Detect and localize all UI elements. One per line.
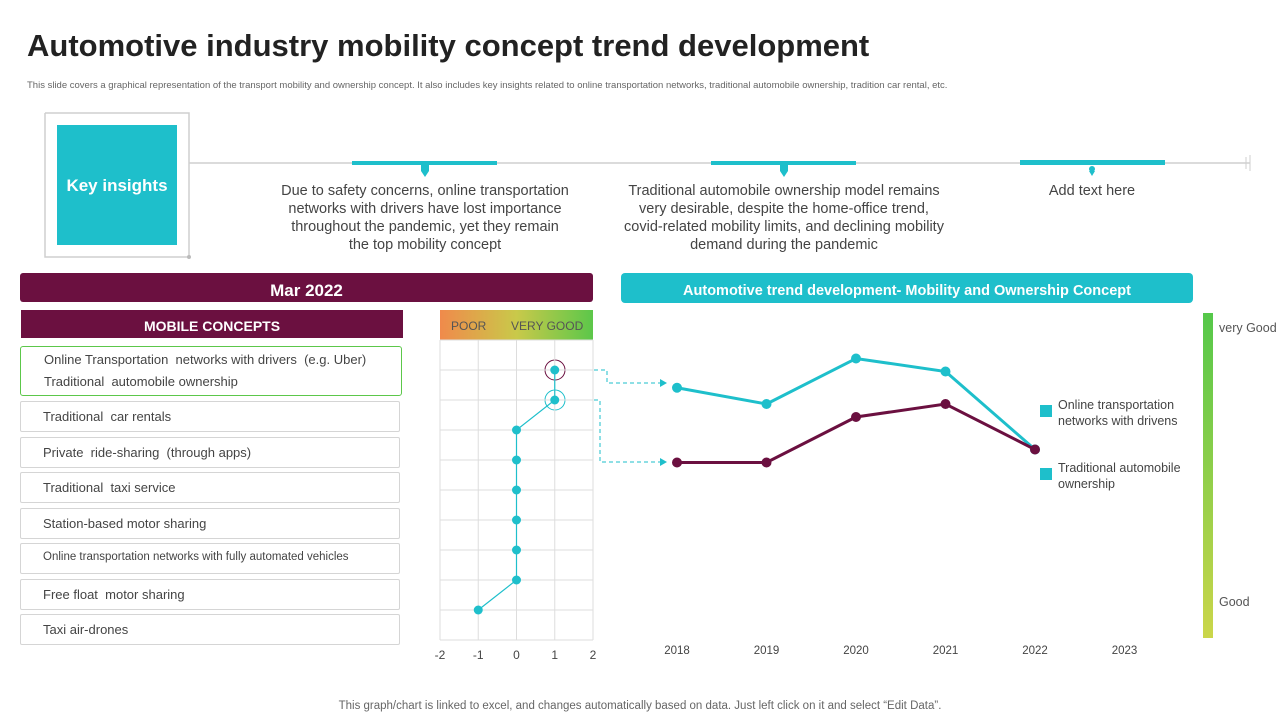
column-label: VERY GOOD	[511, 319, 584, 333]
panel-bar	[20, 273, 593, 302]
insight: Traditional automobile ownership model r…	[624, 183, 944, 253]
timeline-markers	[352, 160, 1165, 177]
x-tick-label: 2023	[1112, 645, 1138, 657]
dot	[512, 455, 521, 465]
concept-box	[20, 578, 400, 610]
x-tick-label: 2019	[754, 645, 780, 657]
connector	[566, 399, 667, 466]
x-tick-label: -1	[473, 648, 484, 662]
concept-label: Private ride-sharing (through apps)	[43, 444, 252, 460]
concept-label: Online transportation networks with full…	[43, 551, 349, 563]
frame-dot	[187, 255, 191, 259]
concept-box	[20, 543, 400, 574]
concept-group	[20, 346, 402, 396]
concept-label: Traditional taxi service	[43, 480, 176, 495]
point	[672, 457, 682, 468]
insight: Due to safety concerns, online transport…	[281, 183, 569, 253]
point	[761, 457, 772, 468]
column-label: POOR	[451, 319, 487, 333]
concept-label: Taxi air-drones	[43, 622, 129, 637]
x-tick-label: 0	[513, 648, 520, 662]
concept-label: Traditional automobile ownership	[44, 374, 238, 389]
x-tick-label: 2018	[664, 645, 690, 657]
chart-title-bar	[621, 273, 1193, 303]
concept-box	[20, 614, 400, 645]
point	[940, 399, 951, 409]
dot	[550, 395, 560, 405]
panel-title: Mar 2022	[270, 281, 343, 300]
point	[1030, 444, 1040, 455]
x-tick-label: 1	[551, 648, 558, 662]
subtitle: This slide covers a graphical representa…	[27, 80, 948, 91]
y-tick-label: very Good	[1219, 320, 1277, 335]
x-tick-label: 2022	[1022, 645, 1048, 657]
x-tick-label: 2	[590, 648, 597, 662]
point	[761, 399, 772, 409]
x-tick-label: -2	[435, 648, 446, 662]
rating-header	[440, 310, 593, 340]
concept-box	[20, 401, 400, 432]
dot	[512, 425, 521, 435]
concepts-header: MOBILE CONCEPTS	[143, 318, 281, 334]
footer: This graph/chart is linked to excel, and…	[338, 700, 942, 712]
concept-box	[20, 507, 400, 539]
point	[851, 412, 861, 422]
legend-label: Online transportation networks with driv…	[1058, 398, 1178, 428]
insight: Add text here	[1048, 183, 1136, 199]
legend-marker	[1040, 405, 1052, 417]
concept-label: Traditional car rentals	[43, 409, 172, 424]
dot	[512, 545, 521, 555]
chart-title: Automotive trend development- Mobility a…	[683, 283, 1131, 299]
x-tick-label: 2021	[933, 645, 959, 657]
x-tick-label: 2020	[843, 645, 869, 657]
dot	[512, 485, 521, 495]
rating-scale	[1203, 313, 1213, 638]
key-insights-label: Key insights	[66, 176, 168, 195]
frame	[44, 112, 190, 258]
dot	[473, 605, 483, 615]
dot	[512, 575, 521, 585]
concept-box	[20, 436, 400, 468]
point	[940, 366, 951, 377]
concept-label: Station-based motor sharing	[43, 515, 207, 531]
concept-box	[20, 472, 400, 503]
legend-label: Traditional automobile ownership	[1058, 461, 1181, 491]
key-insights-box	[57, 125, 177, 245]
concept-label: Online Transportation networks with driv…	[44, 352, 367, 367]
series-line	[676, 356, 1036, 451]
point	[851, 353, 861, 364]
point	[672, 382, 682, 393]
connector	[566, 369, 667, 387]
dot	[512, 515, 521, 525]
legend-marker	[1040, 468, 1052, 480]
title: Automotive industry mobility concept tre…	[27, 28, 870, 63]
concept-label: Free float motor sharing	[43, 586, 185, 602]
dot	[550, 365, 560, 375]
concepts-header-bar	[21, 310, 403, 338]
y-tick-label: Good	[1219, 595, 1250, 610]
